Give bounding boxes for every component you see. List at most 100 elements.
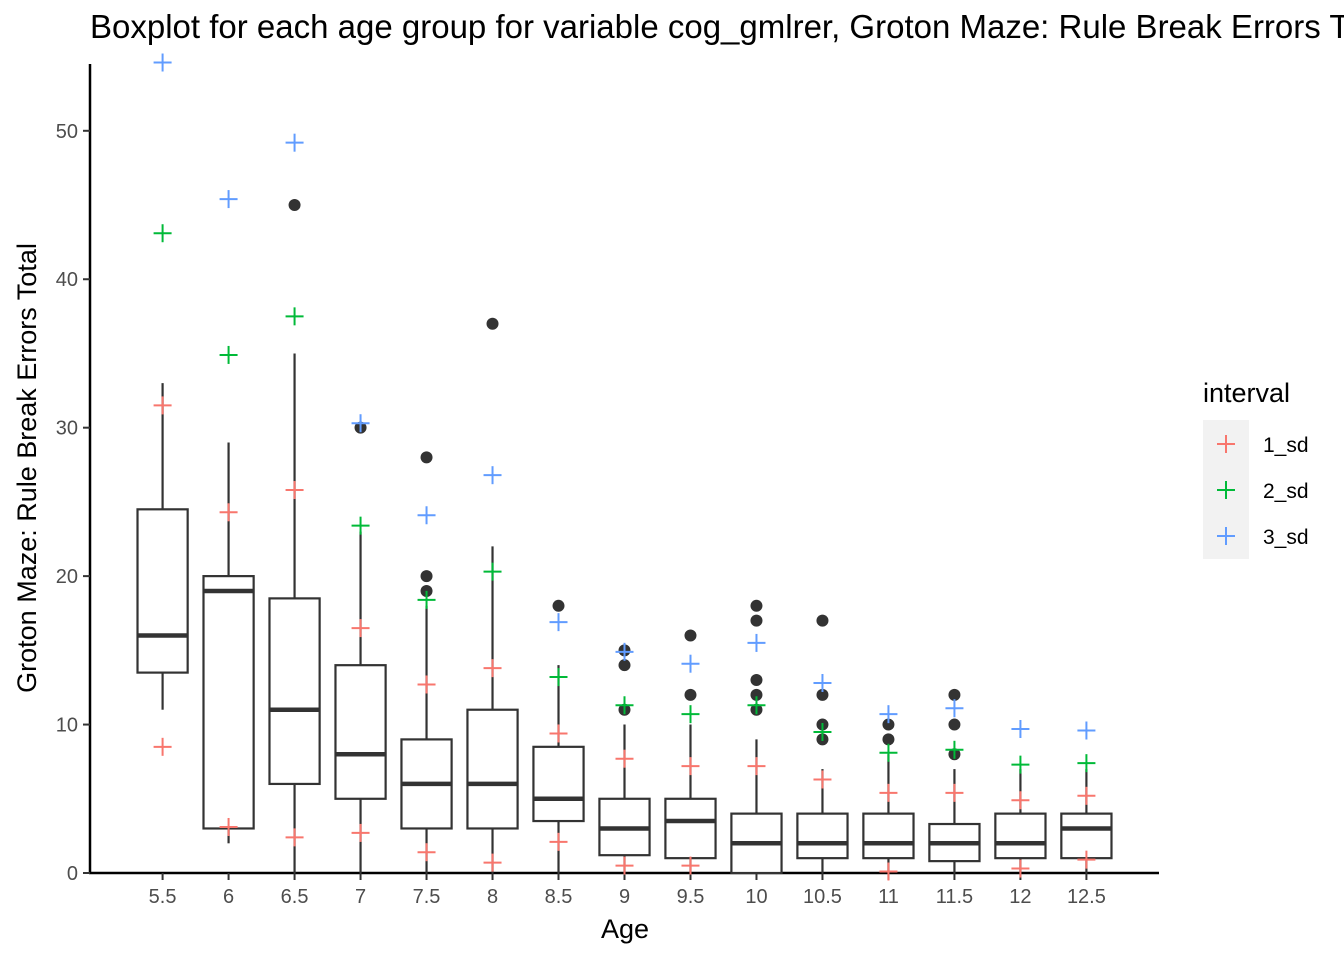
interval-marker-2_sd [1011, 755, 1030, 774]
interval-marker-3_sd [549, 613, 568, 632]
outlier-point [750, 674, 763, 687]
chart-title: Boxplot for each age group for variable … [90, 8, 1344, 45]
outlier-point [684, 629, 697, 642]
interval-marker-1_sd [417, 843, 436, 862]
outlier-point [552, 599, 565, 612]
legend: interval 1_sd 2_sd 3_sd [1203, 378, 1309, 559]
interval-marker-1_sd [219, 817, 238, 836]
interval-marker-3_sd [747, 633, 766, 652]
interval-marker-1_sd [549, 724, 568, 743]
y-tick-label: 40 [56, 269, 78, 291]
outlier-point [750, 599, 763, 612]
outlier-point [882, 733, 895, 746]
x-tick-label: 6 [223, 886, 234, 908]
interval-marker-1_sd [945, 783, 964, 802]
x-tick-label: 9.5 [677, 886, 705, 908]
box-6.5 [268, 353, 321, 873]
x-tick-label: 8 [487, 886, 498, 908]
legend-label-2_sd: 2_sd [1263, 480, 1309, 503]
x-tick-label: 10.5 [803, 886, 842, 908]
interval-marker-1_sd [351, 619, 370, 638]
interval-marker-1_sd [615, 856, 634, 875]
outlier-point [288, 199, 301, 212]
box-rect [136, 508, 189, 674]
box-9 [598, 724, 651, 873]
interval-marker-3_sd [1077, 721, 1096, 740]
box-12 [994, 769, 1047, 873]
interval-marker-2_sd [153, 224, 172, 243]
outlier-point [420, 451, 433, 464]
legend-label-1_sd: 1_sd [1263, 434, 1309, 457]
x-tick-label: 5.5 [149, 886, 177, 908]
legend-title: interval [1203, 378, 1290, 408]
x-axis-title: Age [601, 914, 649, 944]
interval-marker-1_sd [1077, 786, 1096, 805]
outlier-point [750, 688, 763, 701]
x-tick-label: 12.5 [1067, 886, 1106, 908]
interval-marker-3_sd [615, 642, 634, 661]
interval-marker-1_sd [549, 832, 568, 851]
x-ticks: 5.5 6 6.5 7 7.5 8 8.5 9 9.5 10 10.5 11 11.5 12 12.5 [149, 873, 1106, 908]
box-11 [862, 754, 915, 873]
interval-marker-1_sd [681, 856, 700, 875]
x-tick-label: 9 [619, 886, 630, 908]
interval-marker-1_sd [351, 823, 370, 842]
interval-marker-2_sd [417, 590, 436, 609]
outliers [288, 199, 961, 761]
y-tick-label: 50 [56, 121, 78, 143]
interval-marker-1_sd [615, 749, 634, 768]
box-5.5 [136, 383, 189, 710]
x-tick-label: 7 [355, 886, 366, 908]
outlier-point [948, 718, 961, 731]
x-tick-label: 6.5 [281, 886, 309, 908]
interval-marker-3_sd [681, 654, 700, 673]
interval-marker-1_sd [285, 481, 304, 500]
x-tick-label: 11.5 [936, 886, 973, 908]
box-11.5 [928, 769, 981, 873]
x-tick-label: 10 [745, 886, 767, 908]
box-rect [202, 575, 255, 830]
outlier-point [948, 688, 961, 701]
outlier-point [882, 718, 895, 731]
interval-marker-1_sd [879, 783, 898, 802]
interval-marker-1_sd [681, 757, 700, 776]
interval-marker-3_sd [879, 705, 898, 724]
interval-marker-2_sd [615, 696, 634, 715]
interval-marker-3_sd [351, 414, 370, 433]
y-axis-title: Groton Maze: Rule Break Errors Total [12, 243, 42, 693]
interval-marker-1_sd [153, 396, 172, 415]
interval-marker-2_sd [285, 307, 304, 326]
legend-key-1_sd [1217, 435, 1235, 453]
box-rect [994, 812, 1047, 860]
box-7.5 [400, 605, 453, 873]
x-tick-label: 7.5 [413, 886, 441, 908]
x-tick-label: 11 [878, 886, 899, 908]
box-10 [730, 739, 783, 875]
interval-marker-2_sd [219, 345, 238, 364]
interval-marker-2_sd [945, 740, 964, 759]
box-10.5 [796, 769, 849, 873]
interval-markers [153, 53, 1096, 881]
box-rect [532, 745, 585, 823]
box-9.5 [664, 724, 717, 873]
boxes [136, 353, 1113, 875]
y-tick-label: 30 [56, 418, 78, 440]
interval-marker-2_sd [483, 562, 502, 581]
box-7 [334, 531, 387, 873]
interval-marker-3_sd [219, 190, 238, 209]
interval-marker-1_sd [1011, 791, 1030, 810]
interval-marker-2_sd [879, 743, 898, 762]
x-tick-label: 8.5 [545, 886, 573, 908]
interval-marker-2_sd [813, 722, 832, 741]
box-rect [466, 708, 519, 830]
legend-key-3_sd [1217, 527, 1235, 545]
box-rect [268, 597, 321, 786]
y-tick-label: 20 [56, 566, 78, 588]
interval-marker-2_sd [351, 516, 370, 535]
box-6 [202, 442, 255, 844]
interval-marker-1_sd [285, 828, 304, 847]
interval-marker-1_sd [219, 503, 238, 522]
interval-marker-1_sd [483, 659, 502, 678]
outlier-point [420, 570, 433, 583]
